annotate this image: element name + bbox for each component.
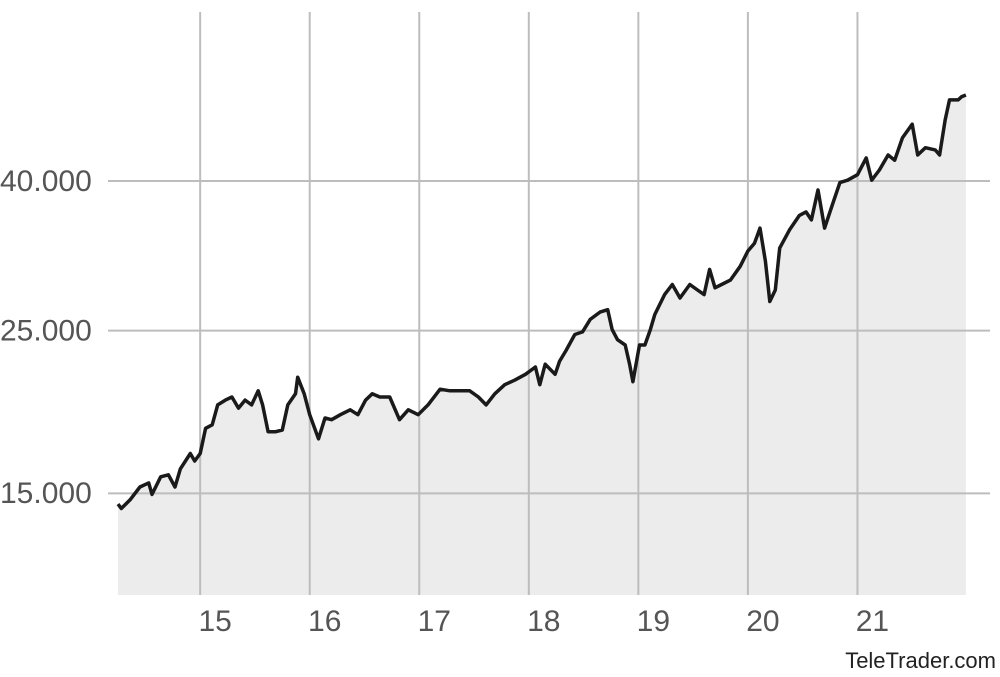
x-tick-label: 17 xyxy=(418,605,451,638)
x-tick-label: 21 xyxy=(856,605,889,638)
price-line xyxy=(116,93,967,511)
source-label: TeleTrader.com xyxy=(845,648,996,673)
x-tick-label: 16 xyxy=(308,605,341,638)
x-tick-label: 19 xyxy=(637,605,670,638)
y-tick-label: 15.000 xyxy=(0,477,92,510)
x-tick-label: 18 xyxy=(527,605,560,638)
y-tick-label: 25.000 xyxy=(0,315,92,348)
x-tick-label: 20 xyxy=(746,605,779,638)
y-tick-label: 40.000 xyxy=(0,165,92,198)
x-tick-label: 15 xyxy=(198,605,231,638)
area xyxy=(118,95,966,595)
